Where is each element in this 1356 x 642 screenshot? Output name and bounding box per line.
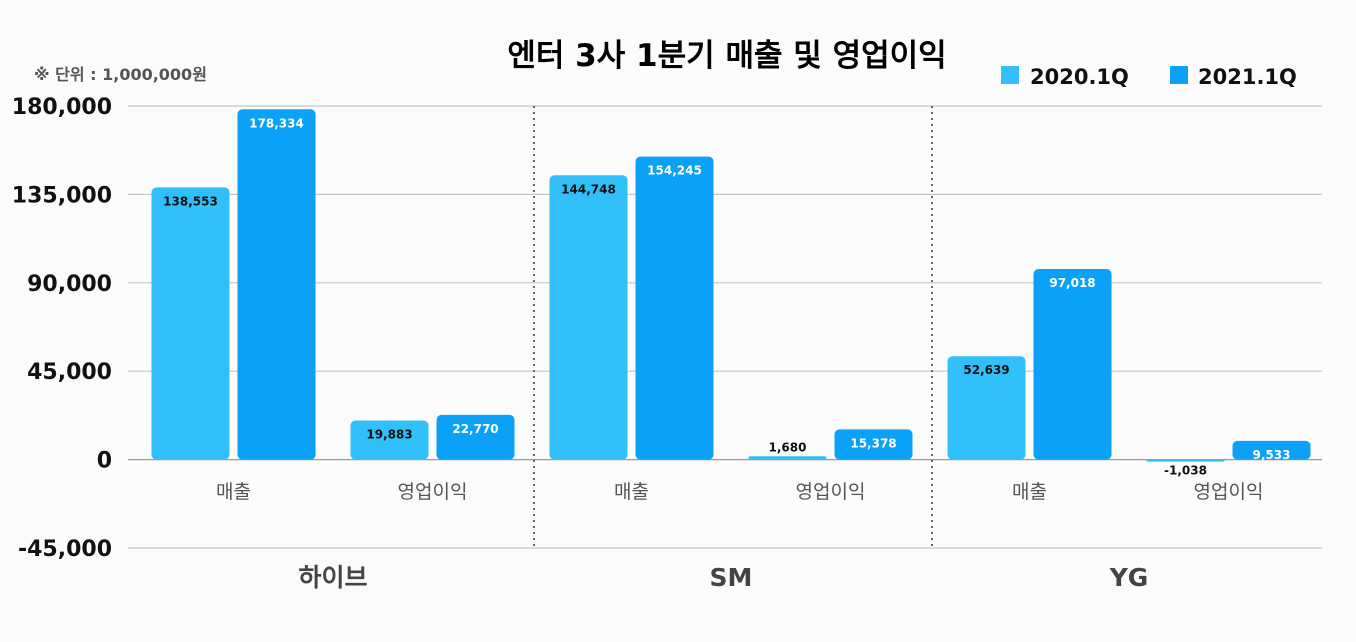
data-label: 19,883: [366, 428, 412, 442]
data-label: 52,639: [963, 363, 1009, 377]
y-tick-label: -45,000: [18, 537, 112, 562]
legend-label-2021-1q: 2021.1Q: [1198, 65, 1297, 89]
data-label: 9,533: [1253, 448, 1291, 462]
y-tick-label: 0: [97, 449, 112, 474]
bar-sm-operating-profit-2020-1q: [748, 456, 827, 460]
legend: 2020.1Q 2021.1Q: [1001, 65, 1297, 89]
y-tick-label: 45,000: [27, 360, 112, 385]
legend-swatch-2021-1q: [1170, 66, 1188, 84]
unit-note: ※ 단위 : 1,000,000원: [34, 65, 207, 84]
data-label: -1,038: [1164, 464, 1207, 478]
legend-swatch-2020-1q: [1001, 66, 1019, 84]
y-tick-label: 135,000: [12, 183, 112, 208]
group-label-sm: SM: [710, 563, 753, 592]
bar-yg-operating-profit-2020-1q: [1146, 459, 1225, 462]
bar-hybe-revenue-2020-1q: [151, 187, 230, 460]
bar-yg-revenue-2021-1q: [1033, 269, 1112, 460]
legend-label-2020-1q: 2020.1Q: [1030, 65, 1129, 89]
category-label-revenue: 매출: [614, 481, 649, 503]
group-label-hybe: 하이브: [298, 563, 367, 592]
bar-sm-revenue-2021-1q: [635, 156, 714, 460]
category-label-revenue: 매출: [1012, 481, 1047, 503]
bar-yg-revenue-2020-1q: [947, 356, 1026, 460]
category-label-revenue: 매출: [216, 481, 251, 503]
data-label: 1,680: [769, 440, 807, 454]
bar-sm-revenue-2020-1q: [549, 175, 628, 460]
chart-title: 엔터 3사 1분기 매출 및 영업이익: [507, 38, 946, 74]
data-label: 154,245: [647, 164, 702, 178]
y-tick-label: 90,000: [27, 272, 112, 297]
data-label: 22,770: [452, 422, 498, 436]
y-tick-label: 180,000: [12, 95, 112, 120]
group-label-yg: YG: [1109, 563, 1149, 592]
data-label: 178,334: [249, 116, 304, 130]
category-label-operating-profit: 영업이익: [398, 481, 468, 503]
bar-hybe-operating-profit-2020-1q: [350, 420, 429, 460]
category-label-operating-profit: 영업이익: [1194, 481, 1264, 503]
category-label-operating-profit: 영업이익: [796, 481, 866, 503]
bar-sm-operating-profit-2021-1q: [834, 429, 913, 460]
data-label: 144,748: [561, 182, 616, 196]
bar-yg-operating-profit-2021-1q: [1232, 440, 1311, 460]
bar-hybe-revenue-2021-1q: [237, 109, 316, 460]
data-label: 138,553: [163, 194, 218, 208]
data-label: 97,018: [1049, 276, 1095, 290]
data-label: 15,378: [850, 436, 896, 450]
bar-hybe-operating-profit-2021-1q: [436, 414, 515, 460]
